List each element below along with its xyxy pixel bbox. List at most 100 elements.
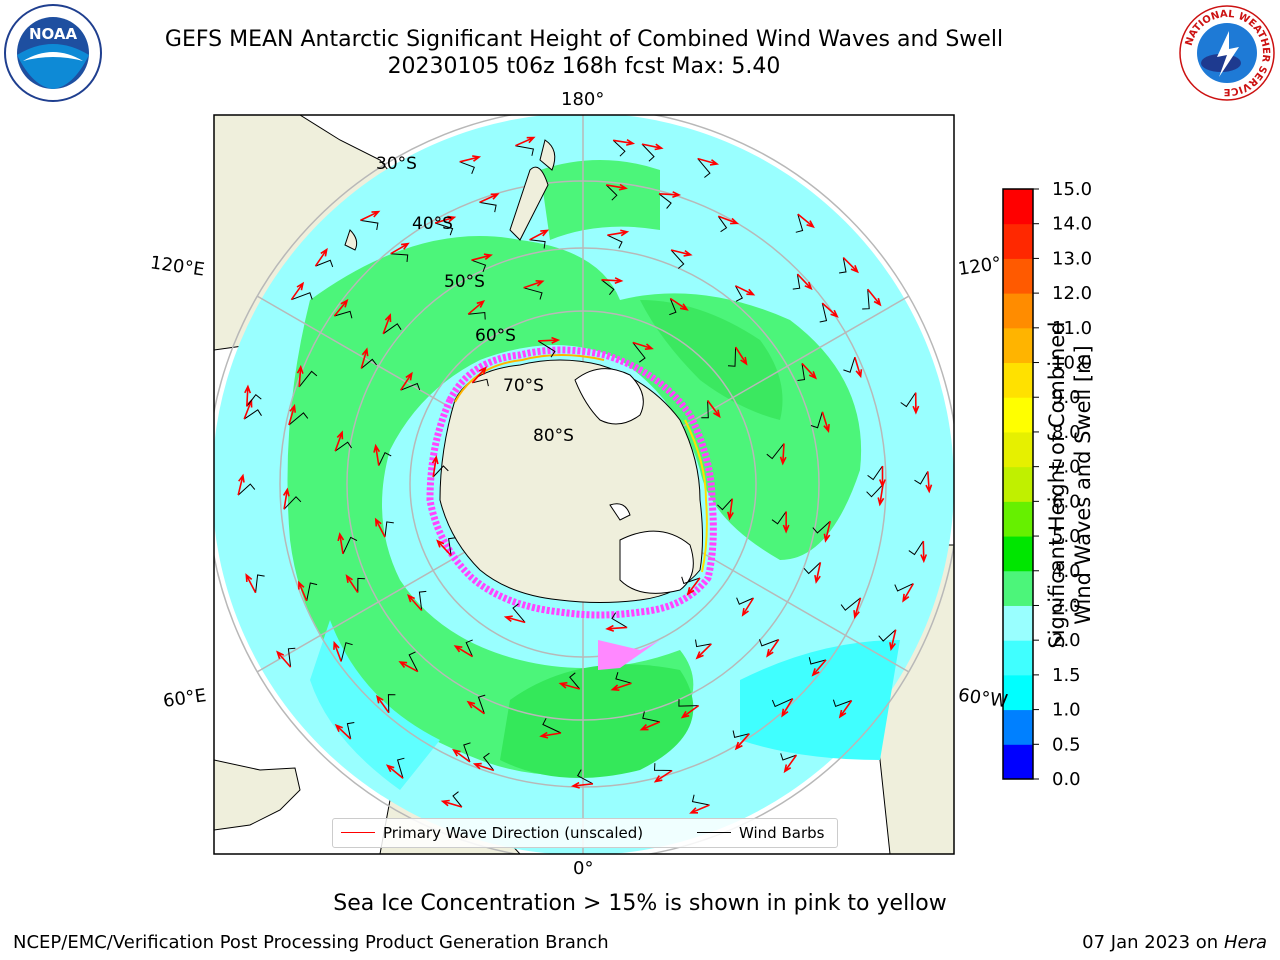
wave-direction-arrow xyxy=(479,193,500,204)
wind-barb xyxy=(396,757,405,779)
wave-direction-arrow xyxy=(823,521,831,543)
credit-text: NCEP/EMC/Verification Post Processing Pr… xyxy=(13,932,609,953)
coastlines xyxy=(344,139,556,251)
colorbar-title-line2: Wind Waves and Swell [m] xyxy=(1071,345,1095,625)
wind-barb xyxy=(283,496,302,510)
colorbar-swatch xyxy=(1003,466,1033,502)
wave-direction-arrow xyxy=(680,704,700,719)
wind-barb xyxy=(670,249,685,269)
wave-direction-arrow xyxy=(766,639,780,658)
wave-direction-arrow xyxy=(466,700,485,715)
wave-direction-arrow xyxy=(781,698,794,718)
wave-direction-arrow xyxy=(334,723,352,740)
lat-label-60s: 60°S xyxy=(475,326,516,346)
colorbar-tick-label: 7.0 xyxy=(1052,457,1081,478)
wave-direction-arrow xyxy=(373,443,381,466)
wave-direction-arrow xyxy=(452,748,471,763)
wave-direction-arrow xyxy=(686,577,701,596)
wind-barb xyxy=(342,536,358,555)
wind-barb xyxy=(577,769,594,785)
wave-direction-arrow xyxy=(797,213,815,229)
wind-barb xyxy=(237,483,256,496)
wind-barb xyxy=(734,285,743,302)
wave-direction-arrow xyxy=(796,273,813,291)
wind-barb xyxy=(878,629,897,642)
wave-direction-arrow xyxy=(632,341,654,350)
wave-direction-arrow xyxy=(814,562,822,584)
wind-barb xyxy=(669,298,677,316)
wind-barb xyxy=(482,752,495,771)
wave-direction-arrow xyxy=(333,640,342,662)
wave-direction-arrow xyxy=(734,733,750,751)
wave-direction-arrow xyxy=(434,215,457,224)
colorbar-tick-label: 11.0 xyxy=(1052,318,1092,339)
wave-direction-arrow xyxy=(735,285,756,296)
colorbar-swatch xyxy=(1003,536,1033,572)
wind-barb xyxy=(717,498,733,511)
wave-direction-arrow xyxy=(237,473,245,496)
wind-barb xyxy=(291,292,313,301)
wind-barb xyxy=(727,347,737,367)
lat-label-50s: 50°S xyxy=(444,272,485,292)
date-stamp: 07 Jan 2023 on Hera xyxy=(1082,932,1267,953)
wind-barb xyxy=(867,465,883,481)
wind-barb xyxy=(607,234,623,249)
sea-ice-note: Sea Ice Concentration > 15% is shown in … xyxy=(333,891,947,916)
wave-direction-arrow xyxy=(334,430,344,452)
wind-barb xyxy=(691,794,710,806)
wave-direction-arrow xyxy=(398,661,419,673)
wind-barb xyxy=(766,443,785,460)
wave-direction-arrow xyxy=(459,155,482,163)
wave-direction-arrow xyxy=(821,411,830,433)
wave-direction-arrow xyxy=(902,583,914,603)
wind-barb xyxy=(434,222,454,236)
wind-barb xyxy=(803,562,821,575)
wave-direction-arrow xyxy=(503,615,526,624)
wind-barb xyxy=(862,289,870,310)
colorbar-title: Significant Height of Combined Wind Wave… xyxy=(1044,275,1096,695)
wind-barb xyxy=(914,471,929,485)
wind-barb xyxy=(515,145,534,156)
colorbar-swatch xyxy=(1003,293,1033,329)
wind-barb xyxy=(357,577,365,593)
wind-barb xyxy=(612,139,626,157)
wind-barb xyxy=(537,340,556,358)
wind-barb xyxy=(340,642,353,662)
wave-direction-arrow xyxy=(333,298,349,317)
wave-direction-arrow xyxy=(337,532,345,555)
colorbar-swatch xyxy=(1003,362,1033,398)
wave-direction-arrow xyxy=(842,257,859,274)
wave-direction-arrow xyxy=(440,799,463,808)
colorbar-swatch xyxy=(1003,327,1033,364)
wave-direction-arrow xyxy=(613,139,636,146)
wind-barb xyxy=(605,184,618,201)
wave-direction-arrow xyxy=(282,487,290,510)
colorbar-swatch xyxy=(1003,640,1033,676)
wave-direction-arrow xyxy=(658,191,682,199)
colorbar-swatch xyxy=(1003,258,1033,294)
wind-barb xyxy=(384,521,394,538)
wind-barb xyxy=(529,239,546,249)
lat-label-70s: 70°S xyxy=(503,376,544,396)
wave-direction-arrow xyxy=(920,540,928,564)
latitude-labels: 30°S 40°S 50°S 60°S 70°S 80°S xyxy=(376,154,574,446)
wave-direction-arrow xyxy=(706,400,721,419)
colorbar-tick-label: 13.0 xyxy=(1052,248,1092,269)
wave-direction-arrow xyxy=(400,371,413,391)
lat-label-40s: 40°S xyxy=(412,214,453,234)
wind-barb xyxy=(542,718,562,734)
wind-barb xyxy=(632,342,646,363)
colorbar-swatch xyxy=(1003,189,1033,225)
wave-direction-arrow xyxy=(605,624,628,632)
wave-direction-arrow xyxy=(695,643,712,660)
wave-direction-arrow xyxy=(782,511,790,534)
wind-barb xyxy=(382,323,402,335)
wind-barb xyxy=(569,672,581,690)
wind-barb xyxy=(771,511,787,525)
wave-direction-arrow xyxy=(436,539,452,557)
wave-direction-arrow xyxy=(407,593,423,612)
chart-title: GEFS MEAN Antarctic Significant Height o… xyxy=(164,27,1004,52)
map-frame xyxy=(213,114,955,855)
wind-barb xyxy=(678,699,699,707)
wind-barb xyxy=(658,193,672,209)
